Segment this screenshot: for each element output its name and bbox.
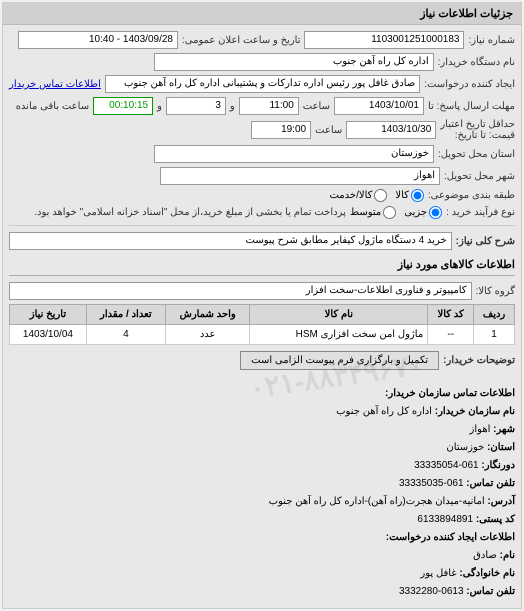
- radio-small-input[interactable]: [429, 206, 442, 219]
- announce-field: 1403/09/28 - 10:40: [18, 31, 178, 49]
- fax-label: دورنگار:: [481, 460, 515, 471]
- group-field: کامپیوتر و فناوری اطلاعات-سخت افزار: [9, 282, 472, 300]
- announce-label: تاریخ و ساعت اعلان عمومی:: [182, 35, 301, 46]
- radio-kala-input[interactable]: [411, 189, 424, 202]
- creator-label: ایجاد کننده درخواست:: [424, 79, 515, 90]
- footer-title-1: اطلاعات تماس سازمان خریدار:: [9, 386, 515, 402]
- request-no-field: 1103001251000183: [304, 31, 464, 49]
- pay-label: نوع فرآیند خرید :: [446, 207, 515, 218]
- th-idx: ردیف: [474, 305, 515, 325]
- family-label: نام خانوادگی:: [459, 568, 515, 579]
- footer-prov-label: استان:: [487, 442, 515, 453]
- table-header-row: ردیف کد کالا نام کالا واحد شمارش تعداد /…: [10, 305, 515, 325]
- addr-label: آدرس:: [487, 496, 515, 507]
- footer-title-2: اطلاعات ایجاد کننده درخواست:: [9, 530, 515, 546]
- goods-table: ردیف کد کالا نام کالا واحد شمارش تعداد /…: [9, 304, 515, 345]
- footer-city-label: شهر:: [493, 424, 515, 435]
- th-name: نام کالا: [250, 305, 428, 325]
- td-code: --: [428, 325, 474, 345]
- upload-button[interactable]: تکمیل و بارگزاری فرم پیوست الزامی است: [240, 351, 439, 370]
- radio-khadamat[interactable]: کالا/خدمت: [329, 189, 387, 202]
- footer-info: اطلاعات تماس سازمان خریدار: نام سازمان خ…: [3, 380, 521, 608]
- creator-field: صادق غافل پور رئیس اداره تدارکات و پشتیب…: [105, 75, 420, 93]
- th-qty: تعداد / مقدار: [86, 305, 165, 325]
- days-field: 3: [166, 97, 226, 115]
- deadline-date-field: 1403/10/01: [334, 97, 424, 115]
- addr-value: امانیه-میدان هجرت(راه آهن)-اداره کل راه …: [269, 496, 485, 507]
- phone-value: 061-33335035: [399, 478, 464, 489]
- goods-section-title: اطلاعات کالاهای مورد نیاز: [9, 254, 515, 276]
- phone2-label: تلفن تماس:: [466, 586, 515, 597]
- category-radio-group: کالا کالا/خدمت: [329, 189, 423, 202]
- province-label: استان محل تحویل:: [438, 149, 515, 160]
- name-value: صادق: [473, 550, 497, 561]
- name-label: نام:: [500, 550, 515, 561]
- td-idx: 1: [474, 325, 515, 345]
- td-qty: 4: [86, 325, 165, 345]
- panel-header: جزئیات اطلاعات نیاز: [3, 3, 521, 25]
- td-date: 1403/10/04: [10, 325, 87, 345]
- province-field: خوزستان: [154, 145, 434, 163]
- td-name: ماژول امن سخت افزاری HSM: [250, 325, 428, 345]
- validity-label: حداقل تاریخ اعتبار: [440, 119, 515, 130]
- radio-small[interactable]: جزیی: [404, 206, 442, 219]
- notes-label: توضیحات خریدار:: [443, 355, 515, 366]
- th-date: تاریخ نیاز: [10, 305, 87, 325]
- radio-small-label: جزیی: [404, 207, 427, 218]
- desc-label: شرح کلی نیاز:: [456, 236, 515, 247]
- validity-time-field: 19:00: [251, 121, 311, 139]
- request-no-label: شماره نیاز:: [468, 35, 515, 46]
- table-row: 1 -- ماژول امن سخت افزاری HSM عدد 4 1403…: [10, 325, 515, 345]
- footer-prov-value: خوزستان: [446, 442, 484, 453]
- org-value: اداره کل راه آهن جنوب: [336, 406, 432, 417]
- validity-sub-label: قیمت: تا تاریخ:: [440, 130, 515, 141]
- family-value: غافل پور: [420, 568, 456, 579]
- buyer-field: اداره کل راه آهن جنوب: [154, 53, 434, 71]
- pay-radio-group: جزیی متوسط: [350, 206, 442, 219]
- time-label-2: ساعت: [315, 125, 342, 136]
- th-unit: واحد شمارش: [165, 305, 250, 325]
- validity-date-field: 1403/10/30: [346, 121, 436, 139]
- td-unit: عدد: [165, 325, 250, 345]
- remaining-label: ساعت باقی مانده: [16, 101, 89, 112]
- radio-khadamat-label: کالا/خدمت: [329, 190, 372, 201]
- th-code: کد کالا: [428, 305, 474, 325]
- radio-kala-label: کالا: [395, 190, 409, 201]
- deadline-time-field: 11:00: [239, 97, 299, 115]
- time-label-1: ساعت: [303, 101, 330, 112]
- post-value: 6133894891: [417, 514, 473, 525]
- timer-field: 00:10:15: [93, 97, 153, 115]
- radio-medium-input[interactable]: [383, 206, 396, 219]
- deadline-label: مهلت ارسال پاسخ: تا: [428, 101, 515, 112]
- radio-medium[interactable]: متوسط: [350, 206, 396, 219]
- contact-link[interactable]: اطلاعات تماس خریدار: [9, 79, 101, 90]
- radio-khadamat-input[interactable]: [374, 189, 387, 202]
- fax-value: 061-33335054: [414, 460, 479, 471]
- and-label-2: و: [157, 101, 162, 112]
- org-label: نام سازمان خریدار:: [435, 406, 515, 417]
- phone-label: تلفن تماس:: [466, 478, 515, 489]
- group-label: گروه کالا:: [476, 286, 515, 297]
- radio-medium-label: متوسط: [350, 207, 381, 218]
- post-label: کد پستی:: [476, 514, 515, 525]
- and-label: و: [230, 101, 235, 112]
- city-label: شهر محل تحویل:: [444, 171, 515, 182]
- radio-kala[interactable]: کالا: [395, 189, 424, 202]
- desc-field: خرید 4 دستگاه ماژول کیفایر مطابق شرح پیو…: [9, 232, 452, 250]
- buyer-label: نام دستگاه خریدار:: [438, 57, 515, 68]
- pay-note: پرداخت تمام یا بخشی از مبلغ خرید،از محل …: [34, 207, 346, 218]
- phone2-value: 0613-3332280: [399, 586, 464, 597]
- category-label: طبقه بندی موضوعی:: [428, 190, 515, 201]
- footer-city-value: اهواز: [470, 424, 491, 435]
- city-field: اهواز: [160, 167, 440, 185]
